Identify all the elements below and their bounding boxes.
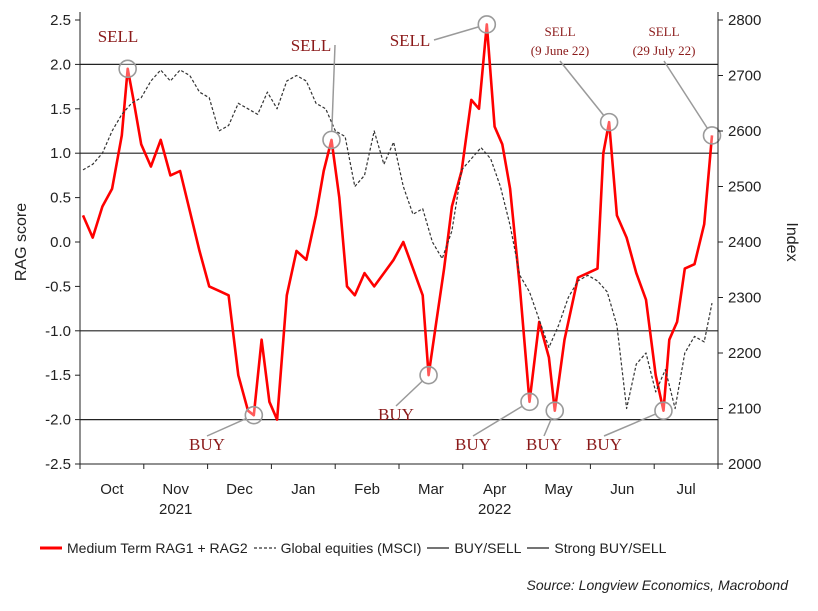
legend-label-strong: Strong BUY/SELL	[554, 540, 667, 556]
signal-label-buy: BUY	[378, 405, 414, 424]
right-tick-label: 2300	[728, 290, 761, 307]
signal-leader-line	[395, 380, 423, 407]
signal-label-sell: SELL	[291, 36, 332, 55]
x-tick-label: May	[544, 481, 573, 498]
x-tick-label: Jan	[291, 481, 315, 498]
signal-marker-buy	[545, 401, 565, 421]
left-tick-label: 0.5	[50, 190, 71, 207]
y-axis-left-title: RAG score	[13, 203, 30, 281]
year-label: 2022	[478, 501, 511, 518]
x-tick-label: Nov	[162, 481, 189, 498]
signal-marker-sell	[702, 126, 722, 145]
x-tick-label: Feb	[354, 481, 380, 498]
right-tick-label: 2800	[728, 12, 761, 29]
signal-label-sell: SELL	[648, 24, 679, 39]
rag-chart: 2.5 2.0 1.5 1.0 0.5 0.0 -0.5 -1.0 -1.5 -2.0 -2.5 28…	[13, 12, 800, 518]
left-tick-label: -1.0	[45, 323, 71, 340]
left-tick-label: 1.0	[50, 145, 71, 162]
signal-label-sell: SELL	[390, 31, 431, 50]
source-note: Source: Longview Economics, Macrobond	[526, 577, 788, 593]
signal-date-label: (29 July 22)	[633, 43, 696, 58]
x-tick-label: Oct	[100, 481, 124, 498]
signal-leader-line	[603, 413, 656, 437]
signal-marker-buy	[419, 365, 438, 385]
left-tick-label: -2.5	[45, 456, 71, 473]
right-tick-label: 2400	[728, 234, 761, 251]
left-tick-label: 1.5	[50, 101, 71, 118]
legend-item-buysell: BUY/SELL	[427, 540, 521, 556]
signal-leader-line	[206, 418, 246, 437]
x-tick-label: Dec	[226, 481, 253, 498]
right-tick-label: 2200	[728, 345, 761, 362]
right-tick-label: 2000	[728, 456, 761, 473]
signal-leader-line	[433, 26, 479, 41]
x-tick-label: Jul	[677, 481, 696, 498]
signal-label-sell: SELL	[98, 27, 139, 46]
left-tick-label: 0.0	[50, 234, 71, 251]
signal-leader-line	[472, 405, 523, 437]
left-tick-label: 2.0	[50, 56, 71, 73]
x-tick-label: Jun	[610, 481, 634, 498]
signal-marker-sell	[118, 59, 137, 79]
legend: Medium Term RAG1 + RAG2 Global equities …	[40, 540, 672, 556]
signal-label-buy: BUY	[526, 435, 562, 454]
right-tick-label: 2700	[728, 68, 761, 85]
signal-label-buy: BUY	[586, 435, 622, 454]
signal-leader-line	[663, 60, 708, 129]
axes: 2.5 2.0 1.5 1.0 0.5 0.0 -0.5 -1.0 -1.5 -2.0 -2.5 28…	[13, 12, 800, 518]
signal-leader-line	[331, 44, 336, 131]
series-rag-line	[81, 23, 714, 421]
signal-marker-sell	[322, 130, 341, 150]
x-tick-label: Mar	[418, 481, 444, 498]
left-tick-label: -2.0	[45, 412, 71, 429]
signal-marker-sell	[599, 112, 619, 132]
signal-label-sell: SELL	[544, 24, 575, 39]
year-label: 2021	[159, 501, 192, 518]
signal-label-buy: BUY	[189, 435, 225, 454]
legend-label-msci: Global equities (MSCI)	[280, 540, 422, 556]
annotation-layer: SELL BUY SELL BUY SELL BUY BUY SELL (9 June 22) B…	[98, 24, 696, 454]
reference-lines	[80, 63, 718, 421]
right-tick-label: 2500	[728, 179, 761, 196]
signal-marker-sell	[477, 15, 497, 34]
legend-label-rag: Medium Term RAG1 + RAG2	[67, 540, 248, 556]
signal-leader-line	[543, 418, 552, 437]
right-tick-label: 2600	[728, 123, 761, 140]
legend-label-buysell: BUY/SELL	[454, 540, 522, 556]
signal-date-label: (9 June 22)	[531, 43, 590, 58]
series-layer	[81, 23, 714, 421]
series-msci-line	[82, 69, 713, 410]
legend-item-msci: Global equities (MSCI)	[253, 540, 422, 556]
legend-item-strong: Strong BUY/SELL	[527, 540, 666, 556]
right-tick-label: 2100	[728, 401, 761, 418]
signal-leader-line	[559, 60, 605, 116]
left-tick-label: 2.5	[50, 12, 71, 29]
y-axis-right-title: Index	[783, 222, 800, 261]
legend-item-rag: Medium Term RAG1 + RAG2	[40, 540, 248, 556]
left-tick-label: -1.5	[45, 367, 71, 384]
signal-marker-buy	[654, 401, 673, 421]
signal-label-buy: BUY	[455, 435, 491, 454]
signal-marker-buy	[244, 405, 264, 425]
left-tick-label: -0.5	[45, 278, 71, 295]
signal-marker-buy	[520, 392, 539, 412]
signal-markers	[118, 15, 722, 437]
x-tick-label: Apr	[483, 481, 506, 498]
